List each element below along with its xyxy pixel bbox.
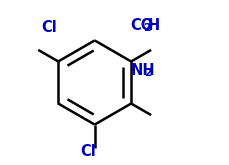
Text: H: H	[148, 18, 160, 33]
Text: Cl: Cl	[41, 20, 57, 35]
Text: 2: 2	[144, 68, 151, 78]
Text: Cl: Cl	[81, 144, 96, 159]
Text: CO: CO	[130, 18, 153, 33]
Text: 2: 2	[143, 23, 150, 33]
Text: NH: NH	[131, 63, 156, 78]
